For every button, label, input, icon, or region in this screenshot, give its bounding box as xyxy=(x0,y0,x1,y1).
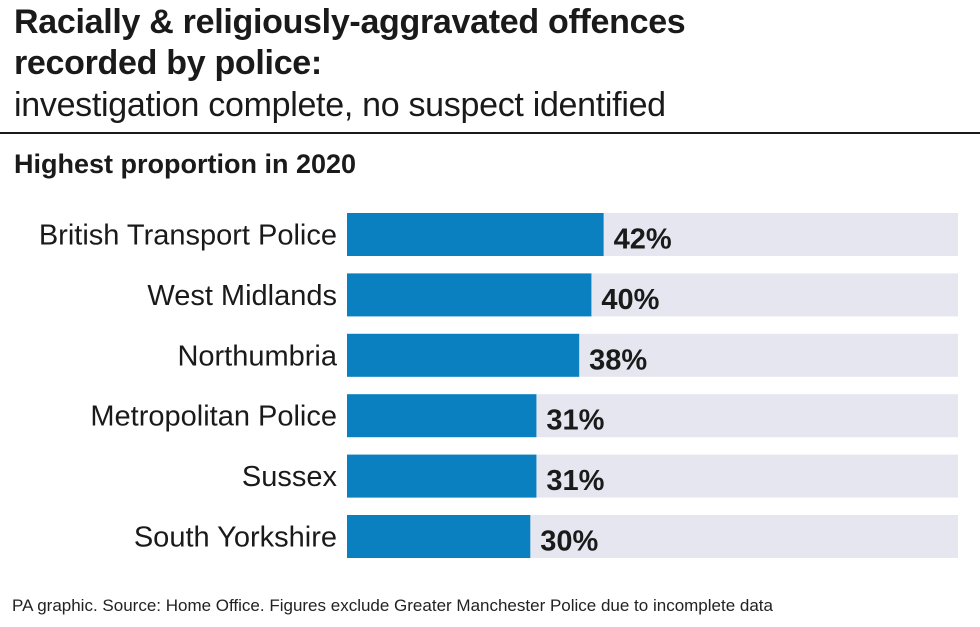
source-note: PA graphic. Source: Home Office. Figures… xyxy=(12,596,773,615)
bar xyxy=(347,213,604,256)
category-label: South Yorkshire xyxy=(134,522,337,554)
bar xyxy=(347,333,580,377)
value-label: 31% xyxy=(546,405,604,437)
category-label: Sussex xyxy=(242,461,338,493)
value-label: 40% xyxy=(601,284,659,316)
value-label: 31% xyxy=(546,465,604,497)
category-label: British Transport Police xyxy=(39,220,337,252)
title-line-2: recorded by police: xyxy=(14,44,322,82)
title-line-1: Racially & religiously-aggravated offenc… xyxy=(14,3,686,41)
value-label: 30% xyxy=(540,526,598,558)
chart-title: Racially & religiously-aggravated offenc… xyxy=(14,2,954,84)
chart-subtitle: investigation complete, no suspect ident… xyxy=(14,86,666,124)
chart-heading: Highest proportion in 2020 xyxy=(14,149,357,179)
bar xyxy=(347,273,592,317)
category-label: Northumbria xyxy=(177,340,337,372)
bar xyxy=(347,515,531,558)
bar-chart: British Transport Police 42% West Midlands… xyxy=(39,213,958,558)
category-label: West Midlands xyxy=(147,280,337,312)
title-divider xyxy=(0,132,980,134)
bar xyxy=(347,454,537,498)
category-label: Metropolitan Police xyxy=(90,401,337,433)
bar xyxy=(347,394,537,438)
value-label: 42% xyxy=(614,224,672,256)
value-label: 38% xyxy=(589,344,647,376)
